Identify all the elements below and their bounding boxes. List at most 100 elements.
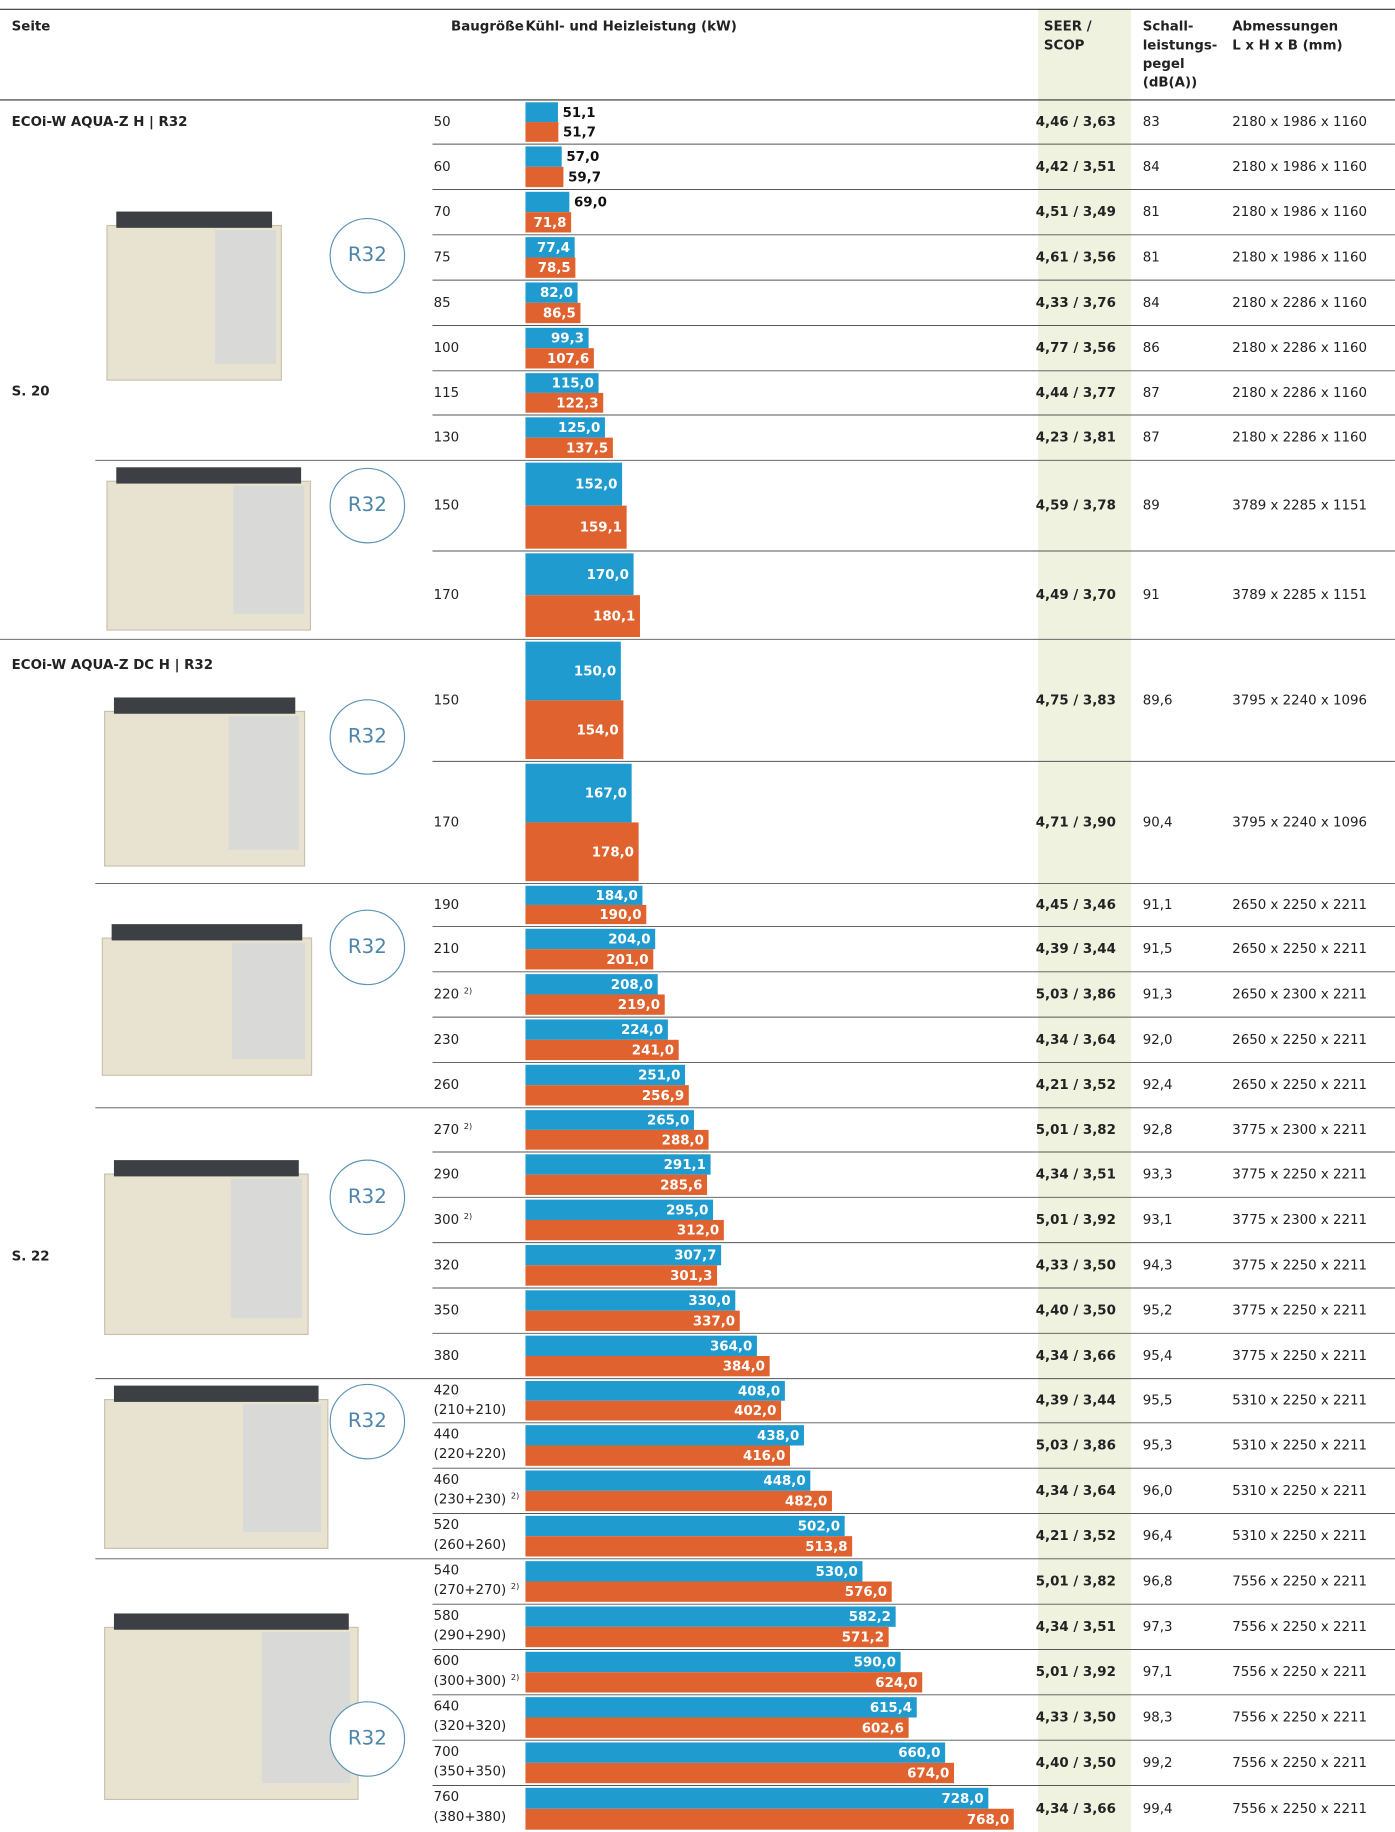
heating-label: 416,0: [743, 1449, 785, 1464]
sound-level: 81: [1143, 250, 1160, 265]
cooling-label: 530,0: [816, 1565, 858, 1580]
footnote: 2): [511, 1581, 519, 1591]
cooling-bar: [525, 1199, 714, 1220]
seer-scop: 4,59 / 3,78: [1036, 499, 1116, 514]
seer-scop: 4,21 / 3,52: [1036, 1078, 1116, 1093]
heating-label: 513,8: [805, 1540, 847, 1555]
dimensions: 7556 x 2250 x 2211: [1232, 1756, 1367, 1771]
heating-bar: [525, 1219, 724, 1241]
size: 170: [434, 815, 459, 830]
dimensions: 2650 x 2250 x 2211: [1232, 942, 1367, 957]
heating-bar: [525, 1672, 923, 1693]
heating-bar: [525, 302, 581, 324]
heating-bar: [525, 166, 564, 188]
cooling-label: 184,0: [596, 889, 638, 904]
seer-column-bg: [1038, 9, 1132, 1832]
size: 760: [434, 1790, 459, 1805]
seer-scop: 4,34 / 3,66: [1036, 1349, 1116, 1364]
cooling-bar: [525, 102, 558, 123]
header-sound: pegel: [1143, 57, 1185, 72]
sound-level: 91,1: [1143, 898, 1173, 913]
size: 300: [434, 1213, 459, 1228]
heating-bar: [525, 822, 639, 882]
size: 520: [434, 1518, 459, 1533]
dimensions: 3789 x 2285 x 1151: [1232, 499, 1367, 514]
heating-bar: [525, 1490, 832, 1512]
seer-scop: 4,44 / 3,77: [1036, 386, 1116, 401]
refrigerant-label: R32: [348, 724, 387, 747]
heating-label: 768,0: [967, 1813, 1009, 1828]
sound-level: 94,3: [1143, 1258, 1173, 1273]
seer-scop: 5,01 / 3,92: [1036, 1665, 1116, 1680]
heating-bar: [525, 700, 624, 760]
refrigerant-badge: [329, 1159, 406, 1236]
dimensions: 5310 x 2250 x 2211: [1232, 1438, 1367, 1453]
footnote: 2): [511, 1491, 519, 1501]
size: 440: [434, 1427, 459, 1442]
cooling-bar: [525, 1290, 736, 1311]
heating-bar: [525, 1039, 679, 1061]
cooling-bar: [525, 462, 623, 506]
size: 270: [434, 1123, 459, 1138]
cooling-label: 152,0: [575, 478, 617, 493]
size: 60: [434, 160, 451, 175]
sound-level: 90,4: [1143, 815, 1173, 830]
cooling-label: 167,0: [585, 787, 627, 802]
heating-label: 288,0: [662, 1133, 704, 1148]
dimensions: 3795 x 2240 x 1096: [1232, 693, 1367, 708]
cooling-bar: [525, 1515, 845, 1537]
size: 170: [434, 588, 459, 603]
seer-scop: 4,33 / 3,50: [1036, 1711, 1116, 1726]
cooling-label: 69,0: [574, 196, 607, 211]
heating-label: 576,0: [845, 1585, 887, 1600]
dimensions: 2180 x 2286 x 1160: [1232, 341, 1367, 356]
dimensions: 5310 x 2250 x 2211: [1232, 1529, 1367, 1544]
group-title: ECOi-W AQUA-Z H | R32: [12, 115, 188, 130]
size: 220: [434, 987, 459, 1002]
footnote: 2): [464, 1211, 472, 1221]
seer-scop: 4,33 / 3,76: [1036, 296, 1116, 311]
cooling-label: 170,0: [587, 568, 629, 583]
heating-bar: [525, 994, 665, 1015]
cooling-label: 408,0: [738, 1384, 780, 1399]
product-fans: [113, 1613, 349, 1630]
sound-level: 89,6: [1143, 693, 1173, 708]
heating-bar: [525, 505, 627, 549]
heating-label: 337,0: [693, 1314, 735, 1329]
sound-level: 92,4: [1143, 1078, 1173, 1093]
sound-level: 99,4: [1143, 1802, 1173, 1817]
cooling-label: 448,0: [763, 1474, 805, 1489]
cooling-bar: [525, 373, 599, 393]
cooling-bar: [525, 282, 578, 303]
size: 150: [434, 499, 459, 514]
cooling-label: 502,0: [798, 1520, 840, 1535]
heating-label: 107,6: [547, 352, 589, 367]
cooling-bar: [525, 237, 575, 258]
product-panel: [232, 942, 306, 1059]
header-sound: Schall-: [1143, 20, 1194, 35]
sound-level: 91,3: [1143, 987, 1173, 1002]
heating-label: 137,5: [566, 441, 608, 456]
heating-bar: [525, 1536, 853, 1557]
size-sub: (350+350): [434, 1765, 507, 1780]
cooling-label: 204,0: [608, 933, 650, 948]
product-fans: [111, 924, 303, 941]
seer-scop: 4,46 / 3,63: [1036, 115, 1116, 130]
dimensions: 3775 x 2250 x 2211: [1232, 1168, 1367, 1183]
size-sub: (220+220): [434, 1447, 507, 1462]
seer-scop: 4,40 / 3,50: [1036, 1756, 1116, 1771]
size: 230: [434, 1033, 459, 1048]
refrigerant-badge: [329, 1701, 406, 1777]
seer-scop: 4,34 / 3,51: [1036, 1168, 1116, 1183]
seer-scop: 4,42 / 3,51: [1036, 160, 1116, 175]
page-ref: S. 22: [12, 1250, 50, 1265]
heating-bar: [525, 212, 572, 233]
sound-level: 92,0: [1143, 1033, 1173, 1048]
seer-scop: 5,01 / 3,82: [1036, 1574, 1116, 1589]
sound-level: 95,5: [1143, 1394, 1173, 1409]
size-sub: (210+210): [434, 1403, 507, 1418]
cooling-bar: [525, 1742, 946, 1763]
header-dims: L x H x B (mm): [1232, 38, 1342, 53]
heating-label: 201,0: [606, 953, 648, 968]
refrigerant-label: R32: [348, 1727, 387, 1750]
